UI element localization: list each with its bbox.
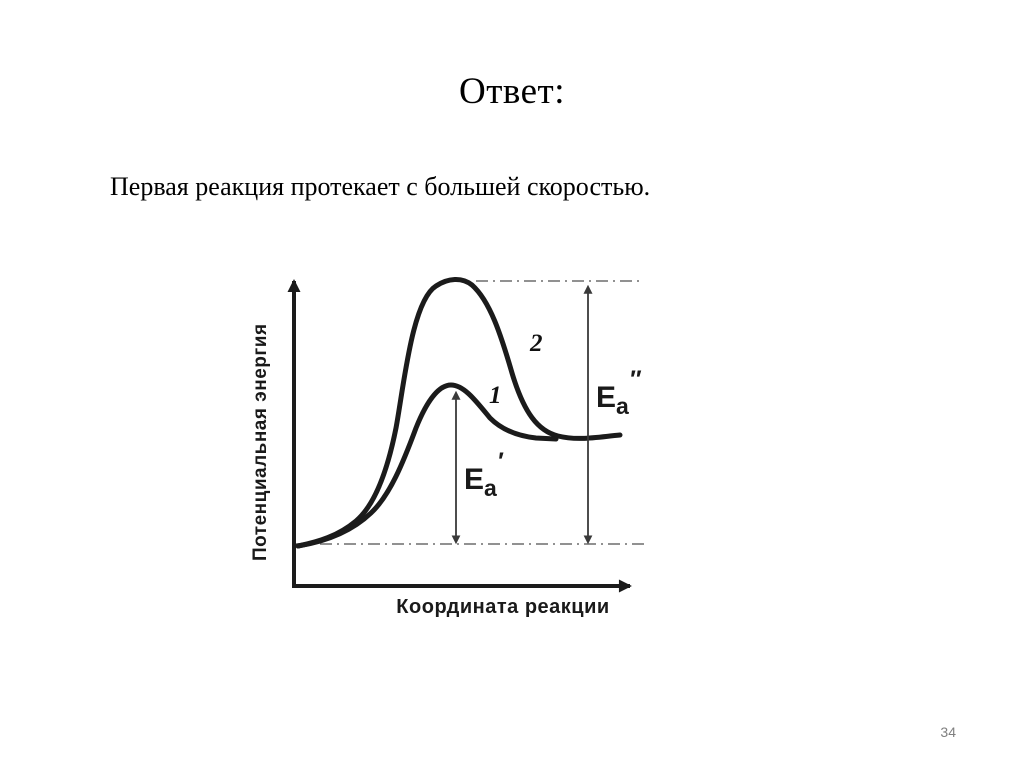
curve-2-label: 2 (529, 330, 543, 357)
slide-title: Ответ: (458, 71, 565, 112)
page-number: 34 (940, 724, 956, 740)
y-axis-label: Потенциальная энергия (250, 323, 271, 561)
answer-text: Первая реакция протекает с большей скоро… (110, 172, 651, 201)
ea-prime-label: Ea′ (464, 448, 504, 501)
curve-1-label: 1 (489, 382, 502, 409)
curve-2-path (295, 277, 623, 549)
energy-diagram: 1 2 Ea′ Ea″ Потенциальная энергия Коорди… (238, 233, 668, 633)
diagram-svg: 1 2 Ea′ Ea″ Потенциальная энергия Коорди… (250, 277, 644, 618)
x-axis-label: Координата реакции (396, 596, 609, 618)
ea-double-prime-label: Ea″ (596, 366, 642, 419)
curve-1-path (295, 382, 559, 549)
